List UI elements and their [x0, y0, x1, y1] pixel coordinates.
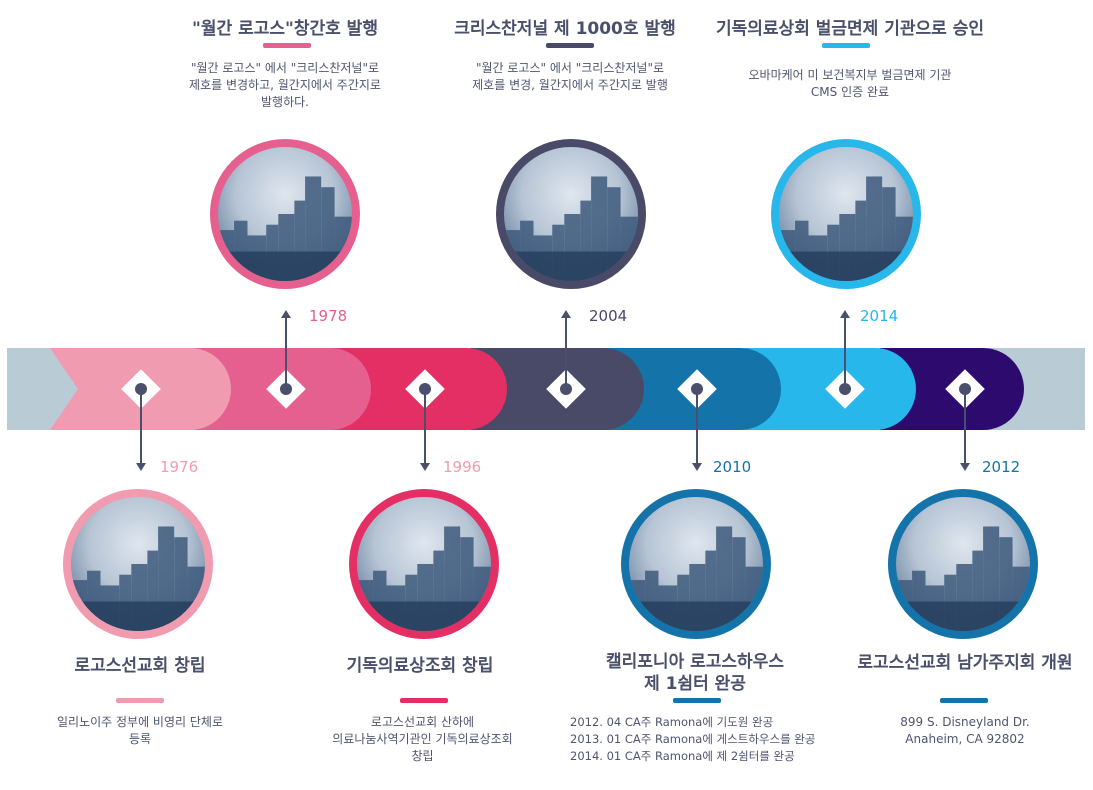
title-underline [263, 43, 311, 48]
connector-1996 [424, 389, 426, 463]
connector-1976 [140, 389, 142, 463]
connector-2010 [696, 389, 698, 463]
city-photo-2012 [888, 489, 1038, 639]
city-photo-1996 [349, 489, 499, 639]
timeline-segments [50, 348, 1024, 430]
event-title: 크리스찬저널 제 1000호 발행 [454, 19, 676, 39]
arrow-down-icon [692, 463, 702, 471]
year-label: 1978 [309, 307, 348, 325]
event-title: 기독의료상회 벌금면제 기관으로 승인 [716, 19, 984, 39]
arrow-down-icon [420, 463, 430, 471]
arrow-down-icon [960, 463, 970, 471]
year-label: 1976 [160, 458, 199, 476]
connector-1978 [285, 317, 287, 389]
title-underline [546, 43, 594, 48]
city-photo-2004 [496, 139, 646, 289]
event-description: "월간 로고스" 에서 "크리스찬저널"로 제호를 변경하고, 월간지에서 주간… [189, 61, 381, 109]
event-description: 일리노이주 정부에 비영리 단체로 등록 [56, 715, 223, 746]
arrow-down-icon [136, 463, 146, 471]
event-description: 로고스선교회 산하에 의료나눔사역기관인 기독의료상조회 창립 [332, 715, 513, 763]
arrow-up-icon [281, 310, 291, 318]
city-photo-1976 [63, 489, 213, 639]
city-photo-2010 [621, 489, 771, 639]
arrow-up-icon [561, 310, 571, 318]
city-photo-1978 [210, 139, 360, 289]
dot-2004 [560, 383, 572, 395]
arrow-up-icon [840, 310, 850, 318]
connector-2014 [844, 317, 846, 389]
event-title: 로고스선교회 창립 [74, 656, 206, 676]
event-title: 캘리포니아 로고스하우스 제 1쉼터 완공 [606, 652, 784, 694]
event-description: 899 S. Disneyland Dr. Anaheim, CA 92802 [900, 715, 1030, 746]
event-description: 2012. 04 CA주 Ramona에 기도원 완공 2013. 01 CA주… [570, 715, 816, 763]
title-underline [822, 43, 870, 48]
title-underline [940, 698, 988, 703]
event-title: 로고스선교회 남가주지회 개원 [857, 653, 1073, 673]
connector-2004 [565, 317, 567, 389]
city-photo-2014 [771, 139, 921, 289]
year-label: 2014 [860, 307, 899, 325]
connector-2012 [964, 389, 966, 463]
event-title: 기독의료상조회 창립 [346, 656, 494, 676]
event-description: "월간 로고스" 에서 "크리스찬저널"로 제호를 변경, 월간지에서 주간지로… [472, 61, 668, 92]
event-title: "월간 로고스"창간호 발행 [192, 19, 378, 39]
dot-1978 [280, 383, 292, 395]
year-label: 1996 [443, 458, 482, 476]
title-underline [400, 698, 448, 703]
year-label: 2012 [982, 458, 1021, 476]
dot-2014 [839, 383, 851, 395]
title-underline [116, 698, 164, 703]
title-underline [673, 698, 721, 703]
event-description: 오바마케어 미 보건복지부 벌금면제 기관 CMS 인증 완료 [748, 68, 952, 99]
year-label: 2010 [713, 458, 752, 476]
year-label: 2004 [589, 307, 628, 325]
